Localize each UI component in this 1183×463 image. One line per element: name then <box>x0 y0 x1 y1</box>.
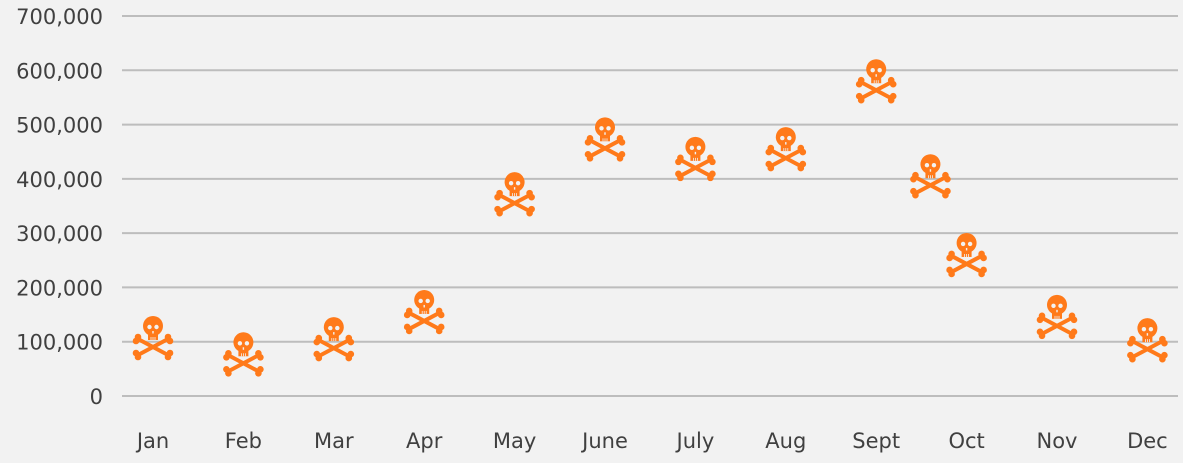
skull-and-crossbones-icon <box>221 330 266 379</box>
skull-and-crossbones-icon <box>944 230 989 280</box>
skull-and-crossbones-icon <box>401 287 447 337</box>
y-tick-label: 100,000 <box>16 331 103 355</box>
skull-and-crossbones-icon <box>1125 316 1170 365</box>
x-tick-label: Aug <box>765 429 806 453</box>
skull-and-crossbones-icon <box>673 134 718 184</box>
y-tick-label: 0 <box>90 385 103 409</box>
y-tick-label: 300,000 <box>16 222 103 246</box>
skull-and-crossbones-icon <box>1034 292 1080 342</box>
x-tick-label: Mar <box>314 429 354 453</box>
x-tick-label: Sept <box>852 429 900 453</box>
x-tick-label: Apr <box>406 429 443 453</box>
y-tick-label: 500,000 <box>16 114 103 138</box>
x-tick-label: July <box>675 429 715 453</box>
x-tick-label: Nov <box>1037 429 1078 453</box>
x-tick-label: Dec <box>1127 429 1168 453</box>
y-tick-label: 200,000 <box>16 276 103 300</box>
x-tick-label: June <box>580 429 628 453</box>
skull-and-crossbones-icon <box>763 125 809 174</box>
x-tick-label: Oct <box>948 429 984 453</box>
x-tick-label: May <box>493 429 536 453</box>
y-tick-label: 400,000 <box>16 168 103 192</box>
x-tick-label: Jan <box>135 429 169 453</box>
skull-and-crossbones-icon <box>311 315 357 364</box>
skull-and-crossbones-icon <box>853 57 899 106</box>
skull-and-crossbones-icon <box>130 314 176 363</box>
y-tick-label: 700,000 <box>16 5 103 29</box>
y-tick-label: 600,000 <box>16 59 103 83</box>
x-tick-label: Feb <box>225 429 262 453</box>
skull-and-crossbones-icon <box>908 152 953 201</box>
